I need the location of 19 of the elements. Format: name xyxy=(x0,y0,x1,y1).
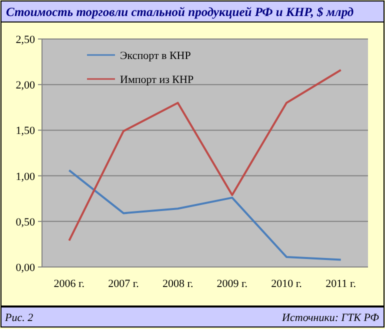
text: Источники: ГТК РФ xyxy=(281,312,380,324)
x-tick-label: 2011 г. xyxy=(326,278,356,290)
legend-label: Экспорт в КНР xyxy=(120,50,191,62)
legend-label: Импорт из КНР xyxy=(120,74,194,86)
y-tick-label: 1,50 xyxy=(16,125,36,138)
line-series xyxy=(68,69,342,242)
x-tick-label: 2007 г. xyxy=(108,278,140,290)
y-tick-label: 2,00 xyxy=(16,80,36,92)
line-series xyxy=(68,169,342,261)
x-tick-label: 2006 г. xyxy=(54,278,85,290)
y-tick-label: 0,50 xyxy=(16,216,36,228)
y-tick-label: 2,50 xyxy=(16,34,36,46)
x-tick-label: 2010 г. xyxy=(271,278,302,290)
chart-title: Стоимость торговли стальной продукцией РФ и КНР, $ млрд xyxy=(6,5,354,19)
y-tick-label: 1,00 xyxy=(16,170,36,183)
y-tick-label: 0,00 xyxy=(16,262,36,274)
x-tick-label: 2008 г. xyxy=(162,278,194,290)
x-tick-label: 2009 г. xyxy=(216,278,248,290)
text: Рис. 2 xyxy=(4,312,34,324)
